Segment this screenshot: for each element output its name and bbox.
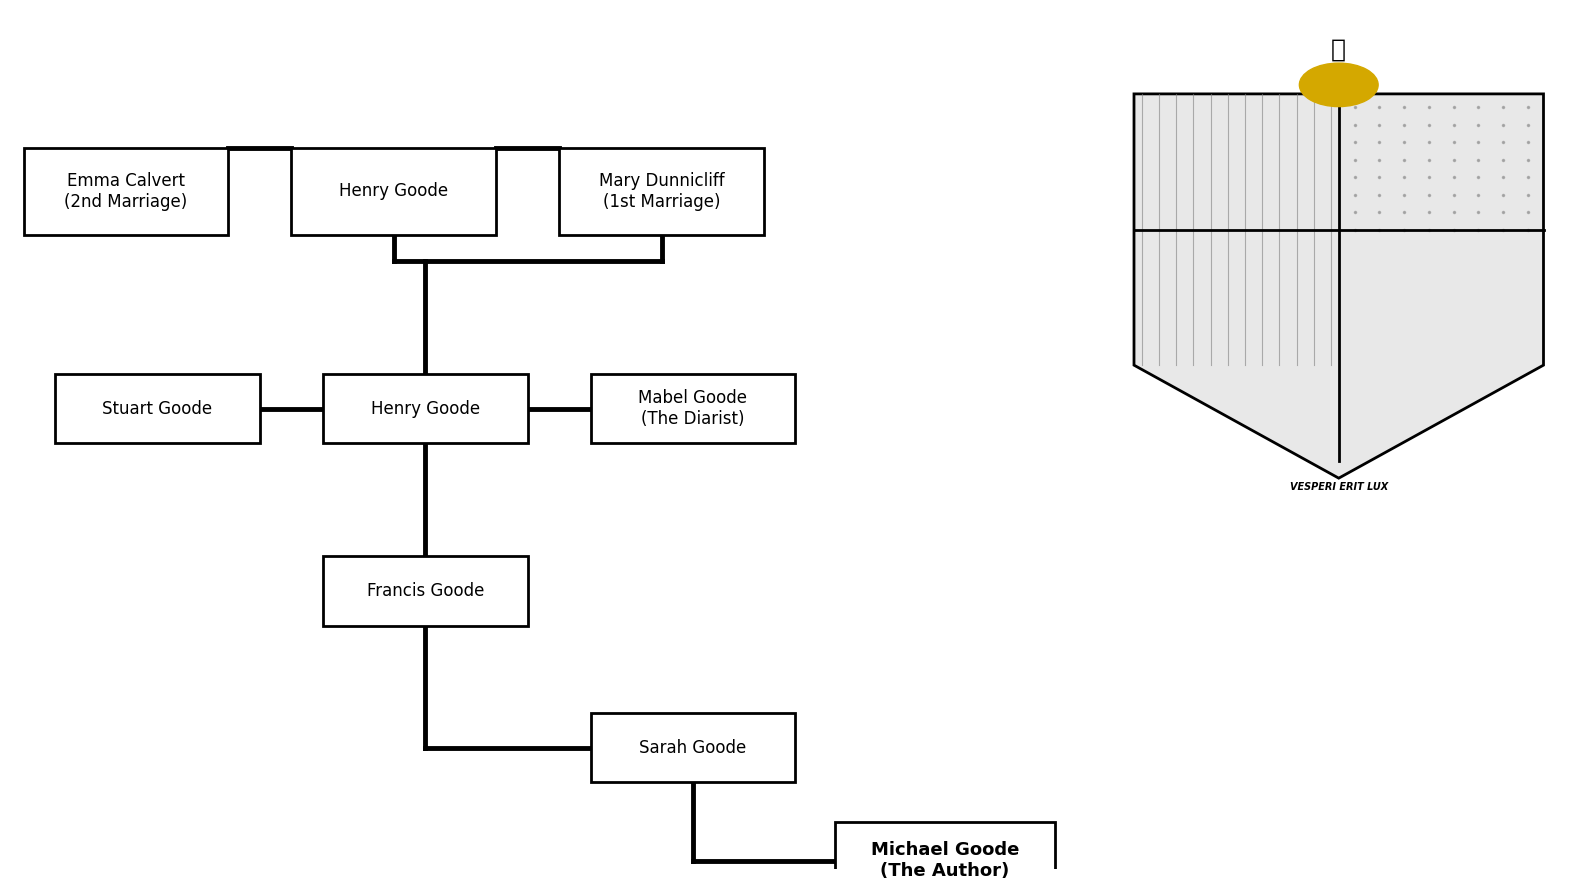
FancyBboxPatch shape xyxy=(323,374,528,444)
Text: Francis Goode: Francis Goode xyxy=(367,582,484,600)
Text: Henry Goode: Henry Goode xyxy=(370,400,480,417)
FancyBboxPatch shape xyxy=(291,148,496,235)
Text: VESPERI ERIT LUX: VESPERI ERIT LUX xyxy=(1290,482,1388,492)
FancyBboxPatch shape xyxy=(55,374,260,444)
Text: Stuart Goode: Stuart Goode xyxy=(102,400,213,417)
FancyBboxPatch shape xyxy=(591,713,795,782)
Text: Emma Calvert
(2nd Marriage): Emma Calvert (2nd Marriage) xyxy=(65,172,187,211)
FancyBboxPatch shape xyxy=(24,148,228,235)
Text: Henry Goode: Henry Goode xyxy=(339,183,449,200)
Text: Mary Dunnicliff
(1st Marriage): Mary Dunnicliff (1st Marriage) xyxy=(598,172,724,211)
FancyBboxPatch shape xyxy=(323,557,528,626)
FancyBboxPatch shape xyxy=(559,148,764,235)
FancyBboxPatch shape xyxy=(835,821,1055,882)
Polygon shape xyxy=(1134,93,1544,478)
Text: Sarah Goode: Sarah Goode xyxy=(639,739,747,757)
Circle shape xyxy=(1299,64,1378,107)
FancyBboxPatch shape xyxy=(591,374,795,444)
Text: 🦁: 🦁 xyxy=(1331,38,1347,62)
Text: Michael Goode
(The Author): Michael Goode (The Author) xyxy=(871,841,1019,880)
Text: Mabel Goode
(The Diarist): Mabel Goode (The Diarist) xyxy=(638,389,748,428)
